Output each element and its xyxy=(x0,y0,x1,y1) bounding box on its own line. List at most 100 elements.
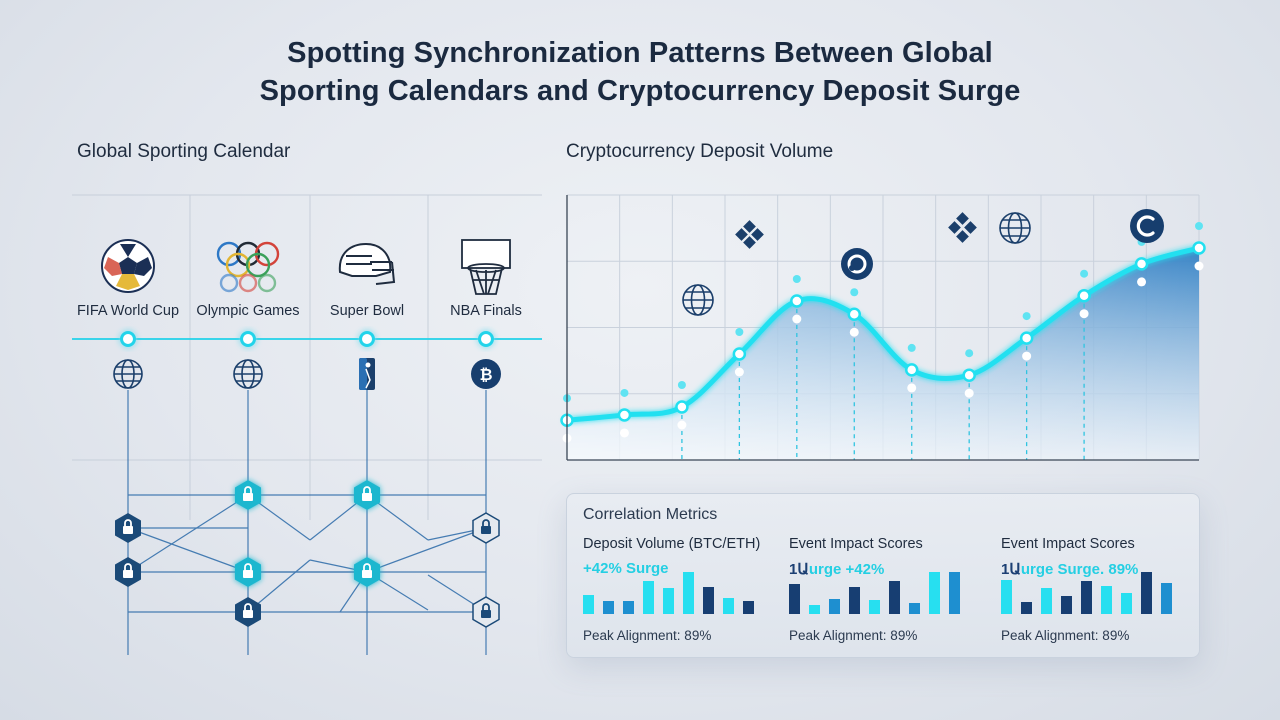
metric-value: +42% Surge xyxy=(583,560,783,577)
lock-icon xyxy=(115,513,141,543)
title-line-1: Spotting Synchronization Patterns Betwee… xyxy=(287,37,993,69)
data-point-satellite xyxy=(850,288,859,297)
deposit-section-title: Cryptocurrency Deposit Volume xyxy=(566,141,834,162)
metric-bar xyxy=(743,601,754,614)
calendar-section-title: Global Sporting Calendar xyxy=(77,141,291,162)
metric-bar xyxy=(1141,572,1152,614)
data-point xyxy=(617,408,632,422)
metric-value-a: 1Ա xyxy=(789,561,809,578)
binance-icon xyxy=(948,212,977,243)
basketball-hoop-icon xyxy=(461,239,511,295)
event-label-fifa: FIFA World Cup xyxy=(76,303,180,319)
data-point-satellite xyxy=(792,275,801,283)
lock-nodes xyxy=(115,480,500,628)
peak-alignment: Peak Alignment: 89% xyxy=(583,628,712,643)
page-title: Spotting Synchronization Patterns Betwee… xyxy=(0,34,1280,110)
deposit-area-sheen xyxy=(567,248,1199,460)
data-point xyxy=(1077,288,1091,303)
lock-icon xyxy=(354,480,380,510)
metric-value: 1Աurge +42% xyxy=(789,560,989,578)
lock-icon xyxy=(354,557,380,587)
data-point-satellite xyxy=(1079,309,1089,319)
olympic-rings-icon xyxy=(216,241,280,293)
globe-icon xyxy=(113,359,143,389)
data-point-satellite xyxy=(849,327,859,337)
lock-icon xyxy=(115,557,141,587)
data-point-satellite xyxy=(1195,222,1203,230)
metric-bar xyxy=(889,581,900,614)
peak-alignment: Peak Alignment: 89% xyxy=(789,628,918,643)
metric-label: Event Impact Scores xyxy=(789,536,923,552)
timeline-node xyxy=(240,331,256,347)
globe-icon xyxy=(999,212,1031,244)
metric-value-b: urge +42% xyxy=(808,561,885,578)
correlation-metrics-card: Correlation Metrics Deposit Volume (BTC/… xyxy=(566,493,1200,658)
metric-value: 1Աurge Surge. 89% xyxy=(1001,560,1201,578)
data-point-satellite xyxy=(1022,312,1031,321)
binance-icon xyxy=(735,220,764,249)
globe-icon xyxy=(682,284,714,316)
metric-bar xyxy=(723,598,734,614)
metric-bar xyxy=(1121,593,1132,614)
metric-bar xyxy=(789,584,800,614)
lock-icon xyxy=(235,480,261,510)
chart-axes xyxy=(566,195,1199,461)
metrics-title: Correlation Metrics xyxy=(583,506,718,523)
data-point-satellite xyxy=(907,383,917,393)
data-point xyxy=(790,294,804,308)
peak-alignment: Peak Alignment: 89% xyxy=(1001,628,1130,643)
metric-bar xyxy=(663,588,674,614)
data-point xyxy=(1019,331,1034,345)
globe-icon xyxy=(233,359,263,389)
metric-bar xyxy=(849,587,860,614)
calendar-grid xyxy=(72,194,542,520)
metric-bars xyxy=(789,572,989,614)
data-point xyxy=(904,363,919,377)
metric-bar xyxy=(1161,583,1172,614)
crypto-coin-icon xyxy=(841,248,873,280)
data-point-satellite xyxy=(964,388,974,398)
data-point-satellite xyxy=(735,328,744,336)
metric-bar xyxy=(603,601,614,614)
lock-icon xyxy=(472,512,500,544)
data-point-satellite xyxy=(677,420,687,430)
timeline-node xyxy=(478,331,494,347)
metric-bar xyxy=(643,581,654,614)
metric-value-a: +42% Surge xyxy=(583,560,669,577)
metric-label: Event Impact Scores xyxy=(1001,536,1135,552)
data-point-satellite xyxy=(1080,269,1089,278)
soccer-ball-icon xyxy=(101,239,155,293)
data-point xyxy=(732,347,747,361)
metric-bars xyxy=(583,572,783,614)
metric-bar xyxy=(909,603,920,614)
data-point-satellite xyxy=(734,367,744,377)
chart-points xyxy=(560,222,1206,443)
event-label-super-bowl: Super Bowl xyxy=(329,303,405,319)
data-point-satellite xyxy=(1022,351,1032,361)
event-label-nba-finals: NBA Finals xyxy=(450,303,522,319)
metric-bar xyxy=(1041,588,1052,614)
metric-bar xyxy=(829,599,840,614)
data-point-satellite xyxy=(677,381,686,389)
c-coin-icon xyxy=(1130,209,1164,243)
metric-event-impact-2: Event Impact Scores 1Աurge Surge. 89% xyxy=(1001,536,1201,578)
metric-deposit-volume: Deposit Volume (BTC/ETH) +42% Surge xyxy=(583,536,783,577)
network-links xyxy=(127,390,487,655)
data-point xyxy=(962,368,976,382)
nba-logo-icon xyxy=(359,358,375,390)
data-point-satellite xyxy=(1137,277,1147,287)
metric-bar xyxy=(929,572,940,614)
bitcoin-icon: ₿ xyxy=(471,359,501,389)
metric-event-impact-1: Event Impact Scores 1Աurge +42% xyxy=(789,536,989,578)
metric-bar xyxy=(1081,581,1092,614)
metric-bar xyxy=(1061,596,1072,614)
title-line-2: Sporting Calendars and Cryptocurrency De… xyxy=(259,75,1021,107)
svg-text:₿: ₿ xyxy=(479,365,492,384)
event-label-olympics: Olympic Games xyxy=(196,303,300,319)
metric-bar xyxy=(869,600,880,614)
metric-bar xyxy=(1001,580,1012,614)
metric-bar xyxy=(1101,586,1112,614)
lock-icon xyxy=(472,596,500,628)
metric-bar xyxy=(949,572,960,614)
